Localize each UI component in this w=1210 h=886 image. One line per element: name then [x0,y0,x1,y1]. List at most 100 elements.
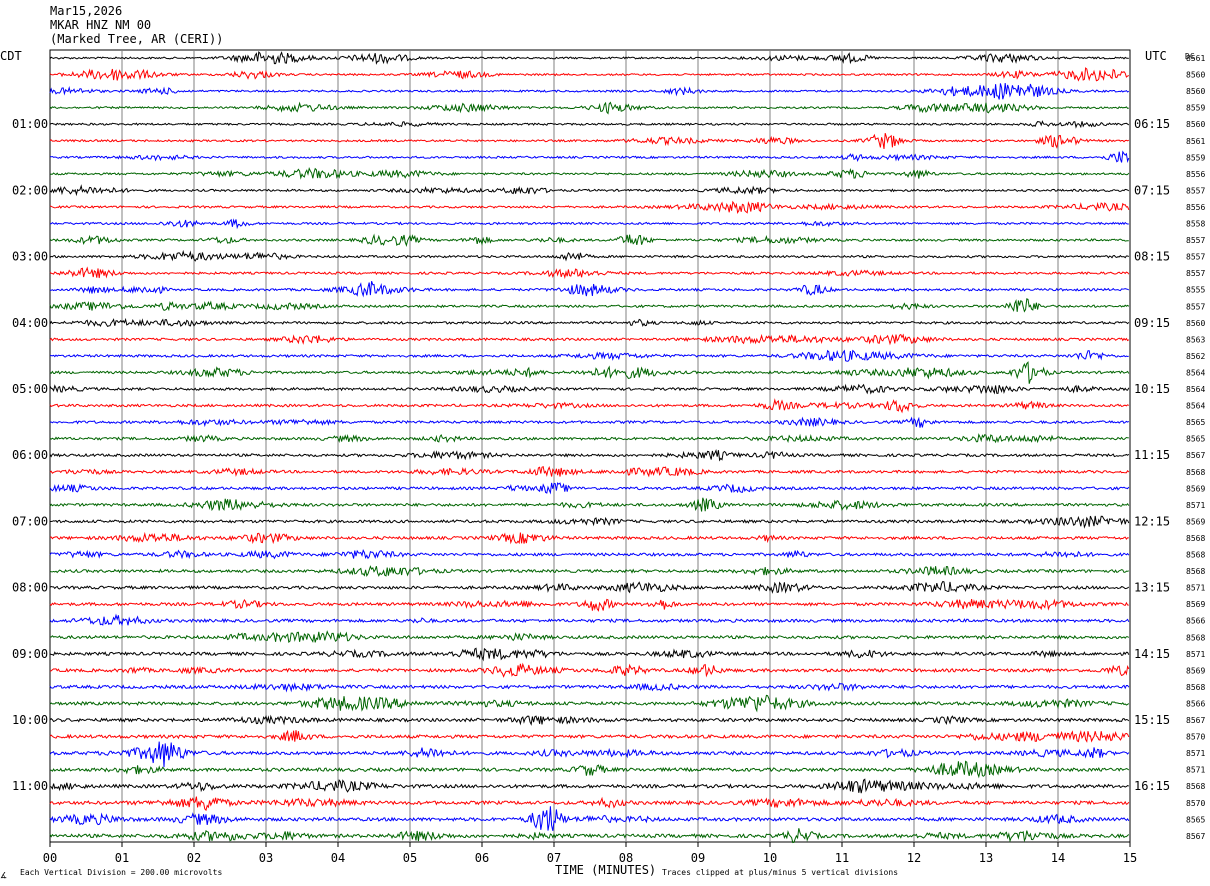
x-tick-label: 02 [187,851,201,865]
dc-offset-label: 8569 [1186,666,1205,675]
dc-offset-label: 8563 [1186,335,1205,344]
dc-offset-label: 8569 [1186,600,1205,609]
dc-offset-label: 8557 [1186,253,1205,262]
dc-offset-label: 8556 [1186,170,1205,179]
station-label: MKAR HNZ NM 00 [50,18,152,32]
right-hour-label: 09:15 [1134,316,1170,330]
seismic-trace [49,333,1130,346]
left-hour-label: 05:00 [12,382,48,396]
seismic-trace [49,361,1130,384]
dc-offset-label: 8568 [1186,534,1205,543]
dc-offset-label: 8562 [1186,352,1205,361]
plot-frame [49,49,1131,843]
seismic-trace [49,67,1129,82]
dc-offset-label: 8564 [1186,385,1205,394]
dc-offset-label: 8561 [1186,54,1205,63]
dc-offset-label: 8557 [1186,236,1205,245]
dc-offset-label: 8568 [1186,683,1205,692]
seismic-trace [49,82,1130,100]
seismic-trace [49,349,1129,362]
dc-offset-label: 8555 [1186,286,1205,295]
seismic-trace [49,630,1130,644]
seismic-trace [49,647,1130,662]
dc-offset-label: 8564 [1186,368,1205,377]
dc-offset-label: 8568 [1186,551,1205,560]
x-tick-label: 14 [1051,851,1065,865]
seismic-trace [49,184,1130,197]
left-hour-label: 02:00 [12,183,48,197]
right-hour-label: 06:15 [1134,117,1170,131]
dc-offset-label: 8560 [1186,120,1205,129]
seismic-trace [49,51,1129,65]
dc-offset-label: 8569 [1186,517,1205,526]
dc-offset-label: 8560 [1186,71,1205,80]
right-hour-label: 08:15 [1134,250,1170,264]
left-hour-label: 01:00 [12,117,48,131]
seismic-trace [49,741,1130,768]
seismic-trace [49,383,1130,395]
dc-offset-label: 8567 [1186,451,1205,460]
x-tick-label: 15 [1123,851,1137,865]
seismic-trace [49,233,1129,247]
seismic-trace [49,806,1130,831]
dc-offset-label: 8561 [1186,137,1205,146]
seismic-trace [49,398,1130,414]
x-axis-title: TIME (MINUTES) [555,863,656,877]
seismic-trace [49,729,1130,743]
x-tick-label: 00 [43,851,57,865]
clip-note: Traces clipped at plus/minus 5 vertical … [662,868,898,877]
x-tick-label: 04 [331,851,345,865]
x-tick-label: 10 [763,851,777,865]
dc-offset-label: 8560 [1186,319,1205,328]
axis-labels: 00 01 02 03 04 05 06 07 08 09 10 11 12 13 14 15 8561 8560… [12,54,1205,865]
dc-offset-label: 8557 [1186,269,1205,278]
seismic-trace [49,714,1130,726]
dc-offset-label: 8571 [1186,501,1205,510]
seismic-trace [49,433,1129,444]
dc-offset-label: 8559 [1186,153,1205,162]
seismic-trace [49,565,1129,578]
dc-offset-label: 8565 [1186,435,1205,444]
dc-offset-label: 8567 [1186,832,1205,841]
left-hour-label: 11:00 [12,779,48,793]
dc-offset-label: 8564 [1186,402,1205,411]
x-tick-label: 07 [547,851,561,865]
seismic-trace [49,497,1130,512]
seismic-trace [49,613,1130,627]
left-hour-label: 06:00 [12,448,48,462]
seismic-trace [49,298,1130,313]
seismic-trace [49,598,1129,612]
seismic-trace [49,166,1130,180]
seismic-trace [50,515,1130,529]
dc-label: DC [1185,52,1195,61]
right-timezone-label: UTC [1145,49,1167,63]
x-tick-label: 06 [475,851,489,865]
dc-offset-label: 8560 [1186,87,1205,96]
grid [49,49,1131,847]
left-hour-label: 10:00 [12,713,48,727]
location-label: (Marked Tree, AR (CERI)) [50,32,224,46]
x-tick-label: 08 [619,851,633,865]
seismic-trace [49,828,1130,844]
dc-offset-label: 8558 [1186,220,1205,229]
x-tick-label: 09 [691,851,705,865]
x-tick-label: 11 [835,851,849,865]
dc-offset-label: 8557 [1186,302,1205,311]
dc-offset-label: 8569 [1186,484,1205,493]
seismic-trace [49,448,1130,462]
seismic-trace [49,133,1130,149]
dc-offset-label: 8566 [1186,617,1205,626]
x-tick-label: 01 [115,851,129,865]
corner-glyph: ∡ [0,871,7,880]
scale-note: Each Vertical Division = 200.00 microvol… [20,868,222,877]
seismic-trace [49,694,1130,713]
dc-offset-label: 8571 [1186,650,1205,659]
seismic-trace [49,580,1130,594]
seismic-trace [49,266,1130,280]
seismic-trace [49,249,1129,262]
seismic-trace [50,218,1129,230]
dc-offset-label: 8570 [1186,799,1205,808]
seismic-trace [49,796,1130,812]
seismic-trace [49,120,1130,129]
